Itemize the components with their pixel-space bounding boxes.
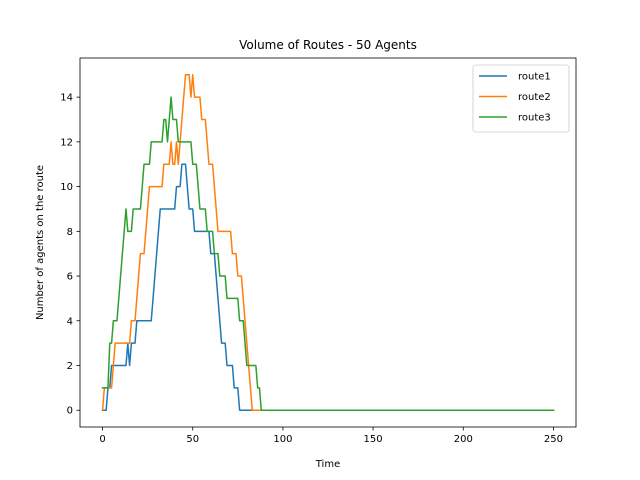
series-line-route3: [101, 96, 555, 411]
y-axis-ticks: 0 2 4 6 8 10 12 14: [60, 93, 80, 417]
chart-title: Volume of Routes - 50 Agents: [239, 38, 417, 52]
y-tick-label: 2: [67, 361, 73, 372]
legend-label-route1: route1: [518, 72, 551, 83]
x-axis-ticks: 0 50 100 150 200 250: [99, 427, 563, 445]
y-tick-label: 12: [60, 137, 73, 148]
y-axis-label: Number of agents on the route: [35, 165, 46, 320]
plot-area-frame: [79, 57, 577, 428]
x-tick-label: 200: [454, 434, 473, 445]
series-line-route1: [101, 163, 555, 411]
x-tick-label: 250: [544, 434, 563, 445]
legend: route1 route2 route3: [472, 64, 570, 133]
legend-label-route3: route3: [518, 113, 551, 124]
legend-label-route2: route2: [518, 92, 551, 103]
x-tick-label: 100: [273, 434, 292, 445]
x-tick-label: 150: [364, 434, 383, 445]
x-tick-label: 50: [186, 434, 199, 445]
series-line-route2: [101, 74, 555, 412]
x-axis-label: Time: [315, 459, 340, 470]
legend-box: [472, 64, 570, 133]
y-tick-label: 0: [67, 406, 73, 417]
y-tick-label: 6: [67, 272, 73, 283]
y-tick-label: 8: [67, 227, 73, 238]
plot-lines: [101, 74, 555, 412]
x-tick-label: 0: [99, 434, 105, 445]
y-tick-label: 10: [60, 182, 73, 193]
y-tick-label: 4: [67, 316, 73, 327]
y-tick-label: 14: [60, 93, 73, 104]
